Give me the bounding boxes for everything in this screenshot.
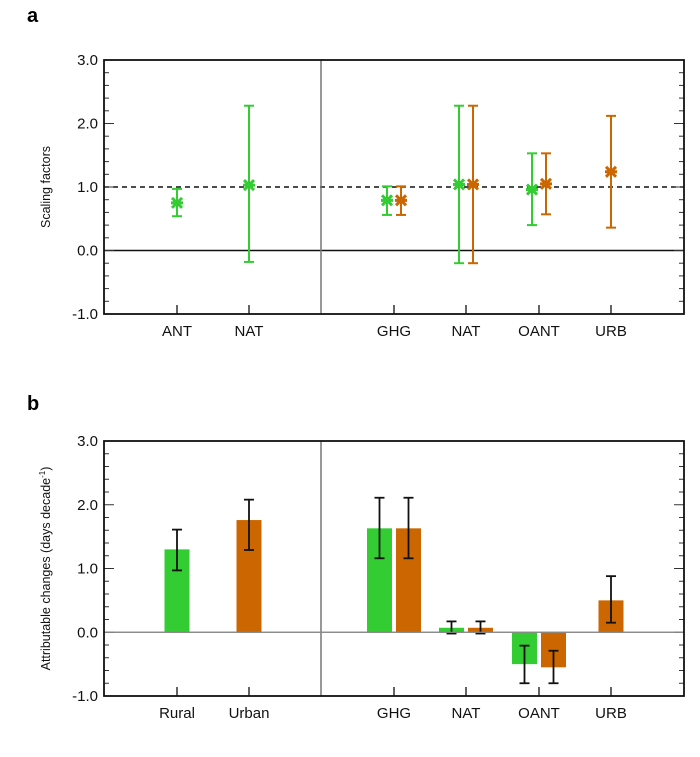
panel-a-chart: -1.0 0.0 1.0 2.0 3.0 ANT NAT GHG NAT OANT URB Scali…	[39, 52, 685, 340]
y-tick-label: 3.0	[77, 52, 98, 69]
x-marker	[539, 177, 553, 190]
y-tick-label: -1.0	[72, 688, 98, 705]
y-axis-label: Scaling factors	[39, 146, 53, 228]
x-category-label: OANT	[518, 323, 560, 340]
urban-point-urb	[604, 114, 618, 229]
urban-bar-oant	[541, 632, 566, 685]
x-category-label: OANT	[518, 705, 560, 722]
rural-point-oant	[525, 152, 539, 227]
y-tick-label: 0.0	[77, 624, 98, 641]
y-tick-label: 0.0	[77, 243, 98, 260]
y-tick-label: 2.0	[77, 497, 98, 514]
x-category-label: ANT	[162, 323, 192, 340]
urban-bar-urban	[236, 498, 262, 633]
urban-bar-nat	[468, 620, 493, 635]
plot-frame	[103, 440, 685, 697]
x-marker	[604, 165, 618, 178]
x-category-label: GHG	[377, 323, 411, 340]
x-category-label: NAT	[452, 323, 481, 340]
rural-bar-nat	[439, 620, 464, 635]
rural-point-ghg	[380, 185, 394, 216]
x-marker	[525, 183, 539, 196]
urban-point-oant	[539, 152, 553, 216]
panel-a-letter: a	[27, 5, 39, 27]
x-category-label: Urban	[229, 705, 270, 722]
x-category-label: Rural	[159, 705, 195, 722]
urban-bar-urb	[598, 575, 624, 633]
y-axis-label: Attributable changes (days decade-1)	[38, 467, 53, 671]
plot-frame	[103, 59, 685, 315]
y-tick-label: 2.0	[77, 116, 98, 133]
urban-point-ghg	[394, 185, 408, 216]
rural-bar-ghg	[367, 496, 392, 633]
rural-point-nat	[452, 104, 466, 265]
y-tick-label: -1.0	[72, 306, 98, 323]
x-marker	[452, 178, 466, 191]
x-category-label: GHG	[377, 705, 411, 722]
y-tick-label: 1.0	[77, 561, 98, 578]
rural-point-ant	[170, 187, 184, 218]
y-tick-label: 1.0	[77, 179, 98, 196]
rural-bar-rural	[164, 528, 190, 633]
panel-b-letter: b	[27, 393, 39, 415]
x-marker	[170, 196, 184, 209]
x-marker	[242, 179, 256, 192]
urban-point-nat	[466, 104, 480, 265]
x-category-label: URB	[595, 705, 627, 722]
panel-b-chart: -1.0 0.0 1.0 2.0 3.0 Rural Urban GHG NAT OANT URB A…	[38, 433, 685, 722]
rural-point-nat	[242, 104, 256, 263]
x-marker	[394, 194, 408, 207]
x-category-label: NAT	[452, 705, 481, 722]
x-marker	[466, 178, 480, 191]
y-tick-label: 3.0	[77, 433, 98, 450]
rural-bar-oant	[512, 632, 537, 685]
urban-bar-ghg	[396, 496, 421, 633]
x-category-label: URB	[595, 323, 627, 340]
x-category-label: NAT	[235, 323, 264, 340]
x-marker	[380, 194, 394, 207]
